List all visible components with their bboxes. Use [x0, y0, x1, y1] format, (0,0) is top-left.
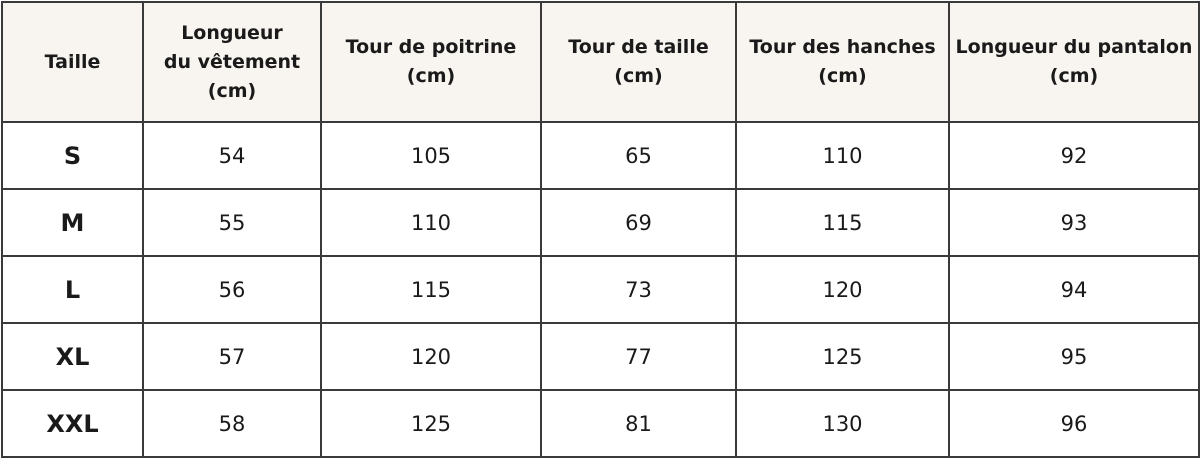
measurement-cell: 77 [540, 322, 737, 391]
column-header: Tour de taille (cm) [540, 1, 737, 123]
measurement-cell: 57 [142, 322, 322, 391]
column-header: Tour des hanches (cm) [735, 1, 950, 123]
measurement-cell: 95 [948, 322, 1200, 391]
size-label: L [1, 255, 144, 324]
header-line: Tour de taille [568, 36, 709, 58]
table-row: S 54 105 65 110 92 [1, 121, 1200, 190]
size-label: M [1, 188, 144, 257]
header-line: (cm) [818, 65, 867, 87]
table-body: S 54 105 65 110 92 M 55 110 69 115 93 L 56 115 73 120 94 X… [1, 121, 1200, 458]
measurement-cell: 110 [735, 121, 950, 190]
table-row: XL 57 120 77 125 95 [1, 322, 1200, 391]
header-row: Taille Longueur du vêtement (cm) Tour de poi… [1, 1, 1200, 123]
table-row: L 56 115 73 120 94 [1, 255, 1200, 324]
measurement-cell: 130 [735, 389, 950, 458]
header-line: Longueur du pantalon [955, 36, 1193, 58]
size-label: XXL [1, 389, 144, 458]
size-label: XL [1, 322, 144, 391]
header-line: Longueur [181, 21, 283, 44]
measurement-cell: 105 [320, 121, 542, 190]
table-row: M 55 110 69 115 93 [1, 188, 1200, 257]
header-line: (cm) [207, 79, 257, 102]
measurement-cell: 115 [735, 188, 950, 257]
measurement-cell: 125 [735, 322, 950, 391]
measurement-cell: 115 [320, 255, 542, 324]
measurement-cell: 65 [540, 121, 737, 190]
measurement-cell: 93 [948, 188, 1200, 257]
column-header: Longueur du pantalon (cm) [948, 1, 1200, 123]
column-header: Tour de poitrine (cm) [320, 1, 542, 123]
size-table: Taille Longueur du vêtement (cm) Tour de poi… [1, 1, 1200, 458]
header-line: Taille [44, 50, 101, 73]
measurement-cell: 94 [948, 255, 1200, 324]
measurement-cell: 56 [142, 255, 322, 324]
header-line: du vêtement [163, 50, 301, 73]
measurement-cell: 55 [142, 188, 322, 257]
header-line: (cm) [614, 65, 663, 87]
measurement-cell: 54 [142, 121, 322, 190]
table-row: XXL 58 125 81 130 96 [1, 389, 1200, 458]
header-line: Tour des hanches [749, 36, 936, 58]
header-line: (cm) [406, 65, 456, 87]
column-header: Taille [1, 1, 144, 123]
measurement-cell: 73 [540, 255, 737, 324]
size-label: S [1, 121, 144, 190]
measurement-cell: 120 [735, 255, 950, 324]
measurement-cell: 81 [540, 389, 737, 458]
header-line: Tour de poitrine [345, 36, 517, 58]
measurement-cell: 110 [320, 188, 542, 257]
measurement-cell: 69 [540, 188, 737, 257]
measurement-cell: 125 [320, 389, 542, 458]
header-line: (cm) [1049, 65, 1099, 87]
measurement-cell: 96 [948, 389, 1200, 458]
measurement-cell: 120 [320, 322, 542, 391]
measurement-cell: 92 [948, 121, 1200, 190]
column-header: Longueur du vêtement (cm) [142, 1, 322, 123]
measurement-cell: 58 [142, 389, 322, 458]
